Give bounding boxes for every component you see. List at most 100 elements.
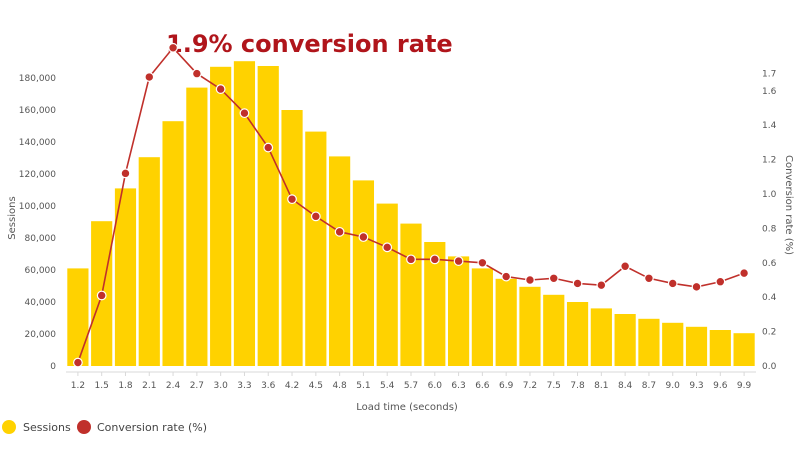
x-tick-label: 8.4 — [618, 381, 633, 391]
conversion-point-2.1 — [144, 72, 155, 82]
y-tick-label: 20,000 — [25, 330, 57, 340]
x-tick-label: 7.8 — [570, 381, 585, 391]
conversion-point-7.2 — [525, 275, 535, 285]
y-tick-label: 100,000 — [19, 202, 56, 212]
conversion-point-4.8 — [334, 226, 345, 237]
conversion-point-8.7 — [644, 273, 654, 284]
bar-3.3 — [233, 61, 256, 366]
conversion-point-8.4 — [620, 261, 631, 272]
bar-7.5 — [543, 294, 565, 366]
conversion-point-6.3 — [453, 256, 464, 266]
bar-6.6 — [471, 268, 493, 366]
x-tick-label: 5.1 — [356, 381, 370, 391]
conversion-line-layer — [72, 42, 749, 368]
sessions-bars — [67, 61, 755, 367]
conversion-point-9.0 — [667, 278, 678, 289]
legend-sessions-swatch — [2, 420, 16, 434]
conversion-point-9.9 — [739, 268, 749, 279]
conversion-point-1.8 — [120, 168, 131, 179]
bar-6.0 — [424, 242, 446, 366]
x-tick-label: 8.1 — [594, 381, 608, 391]
x-tick-label: 6.9 — [499, 381, 514, 391]
conversion-point-7.5 — [548, 273, 559, 284]
conversion-point-9.3 — [691, 281, 702, 292]
y2-tick-label: 1.4 — [762, 121, 777, 131]
conversion-point-6.9 — [501, 271, 512, 282]
x-tick-label: 2.1 — [142, 381, 156, 391]
x-tick-label: 5.4 — [380, 381, 395, 391]
conversion-point-5.4 — [382, 242, 393, 253]
x-tick-label: 4.8 — [332, 381, 347, 391]
conversion-point-3.0 — [215, 84, 226, 94]
bar-4.5 — [305, 131, 327, 366]
conversion-point-2.7 — [191, 68, 202, 79]
y2-tick-label: 1.6 — [762, 87, 777, 97]
x-tick-label: 3.3 — [237, 381, 251, 391]
y2-tick-label: 0.0 — [762, 362, 777, 372]
bar-7.8 — [566, 302, 589, 366]
legend: Sessions Conversion rate (%) — [2, 420, 207, 434]
x-tick-label: 9.3 — [689, 381, 703, 391]
x-tick-label: 6.3 — [451, 381, 465, 391]
x-tick-label: 5.7 — [404, 381, 418, 391]
bar-7.2 — [519, 286, 541, 366]
bar-3.0 — [210, 66, 232, 367]
bar-8.1 — [590, 308, 612, 366]
bar-5.1 — [352, 180, 375, 366]
bar-9.0 — [662, 322, 684, 366]
bar-9.3 — [685, 326, 708, 366]
conversion-point-2.4 — [168, 42, 178, 53]
y-tick-label: 0 — [50, 362, 56, 372]
bar-9.9 — [733, 333, 755, 366]
bar-2.7 — [186, 87, 208, 366]
y2-tick-label: 0.8 — [762, 224, 777, 234]
x-tick-label: 6.0 — [428, 381, 443, 391]
right-axis-ticks: 0.0 0.2 0.4 0.6 0.8 1.0 1.2 1.4 1.6 1.7 — [762, 70, 777, 372]
y-tick-label: 80,000 — [25, 234, 57, 244]
conversion-point-6.0 — [429, 254, 440, 265]
conversion-point-3.3 — [239, 108, 250, 119]
y2-tick-label: 0.2 — [762, 328, 776, 338]
y-tick-label: 60,000 — [25, 266, 57, 276]
x-tick-label: 9.9 — [737, 381, 752, 391]
x-tick-label: 7.2 — [523, 381, 537, 391]
left-axis-ticks: 0 20,000 40,000 60,000 80,000 100,000 120,000 1… — [19, 74, 56, 372]
y2-tick-label: 1.0 — [762, 190, 777, 200]
x-tick-label: 9.0 — [666, 381, 681, 391]
bar-9.6 — [709, 330, 731, 366]
y-tick-label: 180,000 — [19, 74, 56, 84]
x-tick-label: 3.0 — [213, 381, 228, 391]
conversion-point-8.1 — [596, 280, 607, 291]
y-tick-label: 140,000 — [19, 138, 56, 148]
x-axis-title: Load time (seconds) — [356, 402, 458, 413]
bar-6.9 — [495, 278, 517, 366]
conversion-point-7.8 — [572, 278, 583, 289]
x-tick-label: 4.2 — [285, 381, 299, 391]
bar-4.2 — [281, 110, 303, 366]
bar-8.4 — [614, 314, 636, 366]
conversion-point-9.6 — [715, 276, 726, 287]
y2-tick-label: 0.4 — [762, 293, 777, 303]
x-tick-label: 8.7 — [642, 381, 656, 391]
chart-title: 1.9% conversion rate — [166, 30, 453, 58]
y-tick-label: 160,000 — [19, 106, 56, 116]
y2-tick-label: 1.2 — [762, 156, 776, 166]
conversion-point-4.5 — [310, 211, 321, 222]
x-axis-ticks: 1.2 1.5 1.8 2.1 2.4 2.7 3.0 3.3 3.6 4.2 4.5 4.8 5.1 5… — [71, 372, 752, 391]
bar-5.7 — [400, 223, 422, 366]
y-axis-title: Sessions — [7, 196, 18, 239]
bar-8.7 — [638, 318, 660, 366]
conversion-point-1.2 — [72, 357, 83, 368]
y2-tick-label: 1.7 — [762, 70, 776, 80]
conversion-point-5.1 — [358, 232, 369, 242]
conversion-point-4.2 — [287, 194, 297, 205]
bar-4.8 — [329, 156, 351, 366]
bar-6.3 — [447, 256, 470, 366]
x-tick-label: 2.7 — [190, 381, 204, 391]
y2-axis-title: Conversion rate (%) — [783, 155, 794, 255]
conversion-point-5.7 — [406, 254, 416, 265]
y2-tick-label: 0.6 — [762, 259, 777, 269]
bar-5.4 — [376, 203, 398, 366]
y-tick-label: 120,000 — [19, 170, 56, 180]
